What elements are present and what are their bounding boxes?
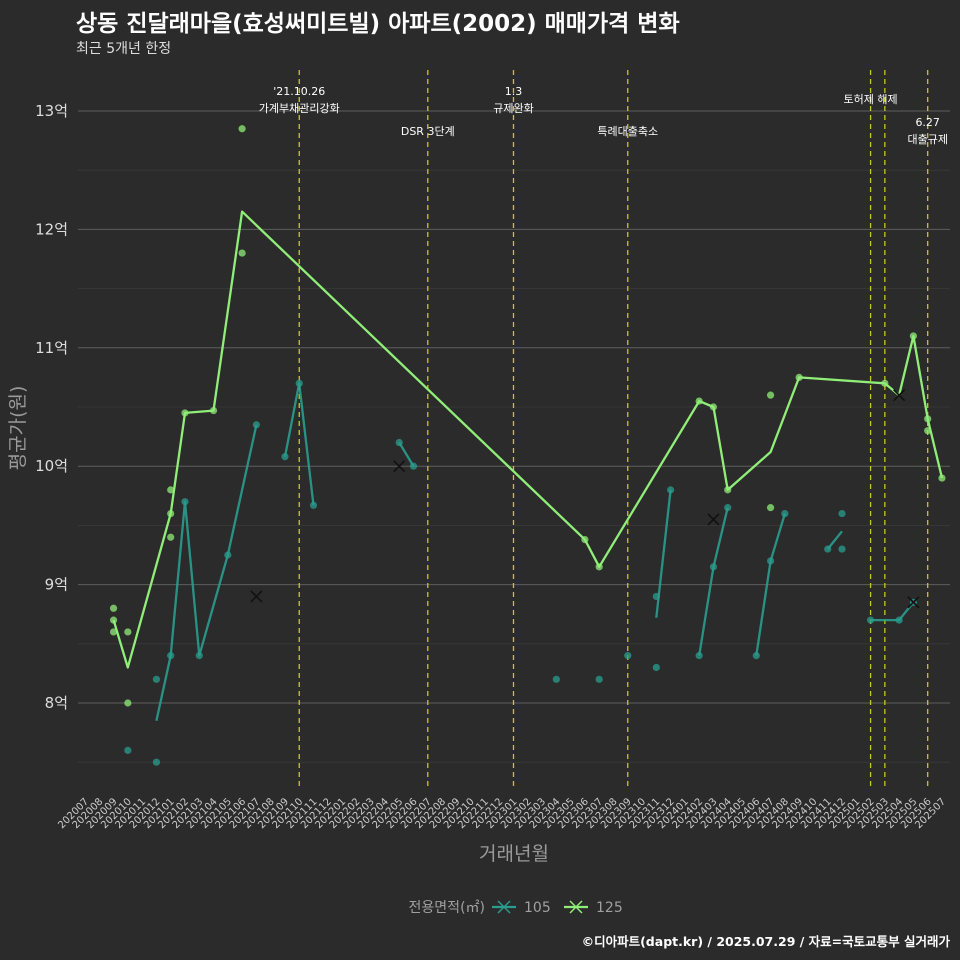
cancelled-mark (250, 590, 263, 603)
series-105-line (155, 424, 258, 722)
legend-label-105: 105 (524, 900, 551, 916)
cancelled-mark (393, 460, 406, 473)
series-105-line (870, 601, 915, 622)
series-105-point (224, 551, 232, 559)
series-105-line (826, 530, 843, 550)
event-label: 특례대출축소 (597, 125, 658, 138)
chart-title: 상동 진달래마을(효성써미트빌) 아파트(2002) 매매가격 변화 (76, 11, 680, 37)
event-label: 가계부채관리강화 (259, 102, 340, 115)
event-label: 6.27 (915, 116, 940, 129)
legend-key-105-cross (497, 900, 511, 914)
event-label: 1.3 (505, 85, 523, 98)
series-105-point (766, 557, 775, 565)
series-125-point (124, 699, 132, 707)
series-105-point (281, 453, 289, 461)
series-125-point (924, 415, 932, 423)
series-105-point (866, 616, 875, 624)
series-125-point (167, 486, 175, 494)
series-125-point (181, 409, 189, 417)
y-tick-label: 13억 (35, 102, 68, 120)
series-105-line (698, 507, 729, 656)
series-105-point (781, 509, 789, 518)
series-105-point (652, 663, 660, 672)
series-105-point (895, 616, 903, 624)
series-105-point (724, 504, 732, 512)
series-125-point (766, 504, 775, 512)
series-125-point (238, 249, 246, 257)
series-105-point (295, 379, 303, 387)
x-axis-title: 거래년월 (479, 843, 549, 865)
series-105-point (181, 498, 189, 506)
event-label: 규제완화 (493, 102, 533, 115)
series-105-point (838, 509, 846, 518)
series-125-point (109, 604, 118, 612)
series-105-point (824, 545, 832, 553)
y-tick-label: 10억 (35, 457, 68, 475)
series-125-point (881, 379, 889, 387)
source-caption: ©디아파트(dapt.kr) / 2025.07.29 / 자료=국토교통부 실… (581, 934, 950, 949)
y-tick-label: 9억 (45, 576, 68, 594)
event-label: 토허제 해제 (844, 92, 898, 106)
series-125-point (167, 509, 175, 518)
series-125-point (938, 474, 946, 482)
series-105-point (695, 652, 703, 660)
series-105-point (167, 652, 175, 660)
series-125-point (709, 403, 718, 411)
cancelled-mark (907, 596, 920, 609)
cancelled-mark (893, 389, 906, 402)
series-105-point (409, 462, 418, 470)
series-125-point (924, 427, 932, 435)
y-tick-label: 12억 (35, 220, 68, 238)
series-105-point (838, 545, 846, 553)
series-105-point (552, 675, 560, 683)
event-label: '21.10.26 (273, 85, 325, 98)
chart-subtitle: 최근 5개년 한정 (76, 41, 172, 57)
y-axis-title: 평균가(원) (7, 386, 29, 471)
series-125-point (595, 563, 603, 571)
series-105-point (752, 652, 760, 660)
cancelled-mark (707, 513, 720, 526)
series-105-point (624, 652, 632, 660)
series-105-point (667, 486, 675, 494)
series-125-point (581, 536, 589, 544)
series-125-point (909, 332, 918, 340)
series-125-point (724, 486, 732, 494)
series-125-point (795, 373, 803, 381)
legend-key-125-cross (569, 900, 583, 914)
series-105-point (395, 438, 403, 447)
series-105-point (252, 421, 260, 429)
series-125-line (112, 210, 944, 669)
series-105-point (595, 675, 603, 683)
series-105-line (398, 441, 415, 467)
event-label: 대출규제 (907, 133, 947, 146)
legend-title: 전용면적(㎡) (409, 900, 485, 916)
series-105-point (195, 652, 203, 660)
series-125-point (124, 628, 132, 636)
y-tick-label: 11억 (35, 339, 68, 357)
series-125-point (209, 406, 218, 415)
series-105-point (152, 675, 161, 683)
series-125-point (109, 616, 118, 624)
series-105-point (152, 758, 161, 766)
series-105-point (652, 592, 660, 601)
series-105-point (124, 746, 132, 754)
series-105-point (309, 501, 318, 509)
y-tick-label: 8억 (45, 694, 68, 712)
series-105-point (709, 563, 718, 571)
legend-label-125: 125 (596, 900, 623, 916)
series-125-point (695, 397, 703, 405)
series-125-point (167, 533, 175, 541)
series-125-point (766, 391, 775, 399)
series-125-point (109, 628, 118, 636)
series-125-point (238, 125, 246, 133)
event-label: DSR 3단계 (401, 125, 455, 138)
